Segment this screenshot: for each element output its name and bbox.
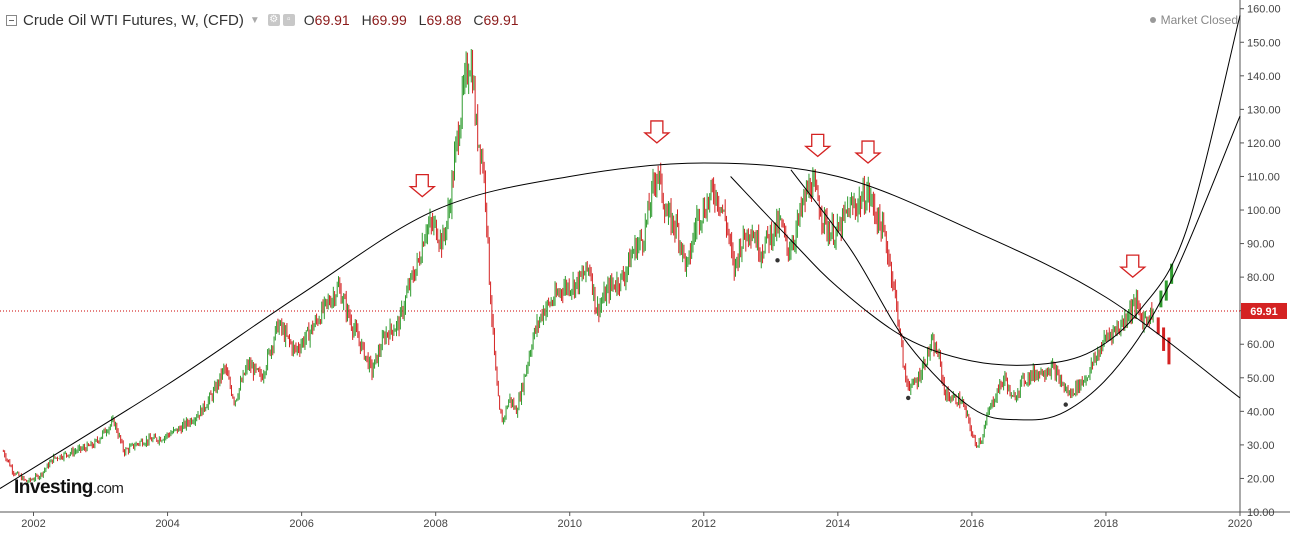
y-tick-label: 110.00 <box>1247 171 1280 183</box>
y-tick-label: 60.00 <box>1247 339 1275 351</box>
dialog-icon[interactable]: ▫ <box>282 14 295 26</box>
last-price-tag <box>1241 302 1287 319</box>
last-price-tag-label: 69.91 <box>1250 306 1278 318</box>
y-tick-label: 140.00 <box>1247 71 1281 83</box>
y-tick-label: 40.00 <box>1247 406 1275 418</box>
high-label: H <box>361 12 372 28</box>
ohlc-readout: O69.91 H69.99 L69.88 C69.91 <box>304 12 527 28</box>
open-value: 69.91 <box>314 12 350 28</box>
y-tick-label: 20.00 <box>1247 473 1275 485</box>
peak-arrow-icon <box>643 120 671 144</box>
high-value: 69.99 <box>371 12 407 28</box>
y-tick-label: 160.00 <box>1247 4 1281 16</box>
x-tick-label: 2002 <box>21 518 45 530</box>
market-status: Market Closed <box>1149 13 1238 27</box>
chart-header: Crude Oil WTI Futures, W, (CFD) ▼ ⚙ ▫ O6… <box>6 9 527 31</box>
x-tick-label: 2004 <box>155 518 179 530</box>
arc-curve <box>790 115 1241 421</box>
peak-arrow-icon <box>803 133 832 158</box>
y-tick-label: 10.00 <box>1247 507 1275 519</box>
low-value: 69.88 <box>426 12 462 28</box>
x-tick-label: 2014 <box>826 518 850 530</box>
peak-arrow-icon <box>1118 254 1147 278</box>
gear-icon[interactable]: ⚙ <box>267 14 280 26</box>
y-tick-label: 50.00 <box>1247 373 1275 385</box>
chart-title[interactable]: Crude Oil WTI Futures, W, (CFD) <box>23 11 244 29</box>
arc-anchor-point <box>1063 402 1068 407</box>
open-label: O <box>303 12 315 28</box>
x-tick-label: 2016 <box>960 518 984 530</box>
y-tick-label: 150.00 <box>1247 37 1281 49</box>
arc-anchor-point <box>775 258 780 263</box>
investing-logo: Investing.com <box>14 477 124 499</box>
low-label: L <box>418 12 427 28</box>
close-value: 69.91 <box>483 12 519 28</box>
logo-name: Investing <box>14 477 93 498</box>
y-tick-label: 100.00 <box>1247 205 1281 217</box>
arc-anchor-point <box>906 395 911 401</box>
x-tick-label: 2012 <box>692 518 716 530</box>
arc-curve <box>0 162 1241 489</box>
y-tick-label: 30.00 <box>1247 440 1275 452</box>
y-tick-label: 120.00 <box>1247 138 1281 150</box>
x-tick-label: 2008 <box>423 518 447 530</box>
peak-arrow-icon <box>854 140 882 164</box>
chevron-down-icon[interactable]: ▼ <box>249 14 260 26</box>
x-tick-label: 2020 <box>1228 518 1252 530</box>
status-dot-icon <box>1149 17 1156 23</box>
peak-arrow-icon <box>408 173 437 198</box>
y-tick-label: 130.00 <box>1247 104 1281 116</box>
x-tick-label: 2018 <box>1094 518 1118 530</box>
collapse-icon[interactable] <box>6 14 17 26</box>
close-label: C <box>473 12 484 28</box>
y-tick-label: 80.00 <box>1247 272 1275 284</box>
arc-curve <box>730 15 1241 366</box>
y-tick-label: 90.00 <box>1247 239 1275 251</box>
x-tick-label: 2010 <box>557 518 581 530</box>
x-tick-label: 2006 <box>289 518 313 530</box>
market-status-label: Market Closed <box>1160 13 1238 27</box>
logo-suffix: .com <box>92 480 124 497</box>
